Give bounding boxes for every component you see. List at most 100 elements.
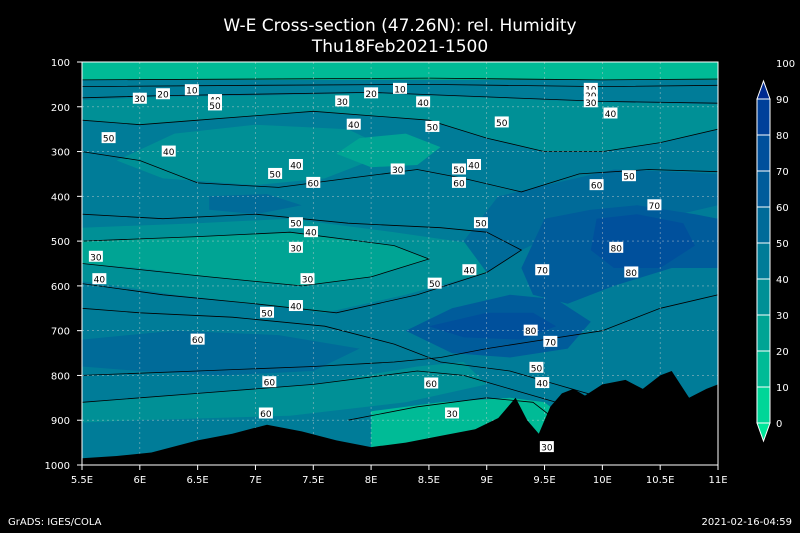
x-tick-label: 10.5E	[646, 475, 675, 486]
contour-label-bg	[462, 264, 477, 276]
contour-band	[82, 232, 429, 286]
colorbar-segment	[756, 170, 771, 208]
contour-label-bg	[609, 241, 624, 253]
y-tick-label: 300	[51, 148, 70, 159]
x-tick-label: 9.5E	[533, 475, 555, 486]
colorbar-label: 0	[776, 419, 782, 430]
contour-label: 60	[308, 179, 320, 189]
contour-label-bg	[416, 96, 431, 108]
contour-label: 60	[260, 410, 272, 420]
contour-label-bg	[207, 99, 222, 111]
contour-label: 30	[541, 444, 553, 454]
contour-label-bg	[583, 89, 598, 101]
contour-label: 50	[427, 123, 439, 133]
contour-label-bg	[101, 132, 116, 144]
y-tick-label: 200	[51, 103, 70, 114]
x-tick-label: 10E	[593, 475, 612, 486]
y-tick-label: 1000	[45, 461, 70, 472]
colorbar-label: 50	[776, 239, 789, 250]
colorbar-label: 30	[776, 311, 789, 322]
x-tick-label: 9E	[480, 475, 493, 486]
chart-title-line-2: Thu18Feb2021-1500	[311, 37, 489, 57]
plot-frame	[81, 61, 719, 466]
contour-label-bg	[268, 167, 283, 179]
contour-label-bg	[451, 163, 466, 175]
chart-title-line-1: W-E Cross-section (47.26N): rel. Humidit…	[223, 16, 577, 36]
contour-label-bg	[621, 170, 636, 182]
colorbar-label: 100	[776, 59, 795, 70]
contour-label: 60	[591, 182, 603, 192]
contour-label: 30	[446, 410, 458, 420]
colorbar-label: 10	[776, 383, 789, 394]
contour-label: 40	[290, 303, 302, 313]
contour-label-bg	[300, 273, 315, 285]
contour-label-bg	[306, 176, 321, 188]
contour-label-bg	[624, 266, 639, 278]
contour-label: 10	[394, 85, 406, 95]
y-tick-label: 500	[51, 237, 70, 248]
contour-label: 30	[90, 253, 102, 263]
contour-label: 40	[94, 276, 106, 286]
contour-label: 80	[525, 327, 537, 337]
contour-label-bg	[467, 158, 482, 170]
colorbar-label: 40	[776, 275, 789, 286]
contour-label-bg	[260, 306, 275, 318]
contour-label: 60	[453, 179, 465, 189]
x-tick-label: 11E	[708, 475, 727, 486]
contour-label: 30	[585, 99, 597, 109]
colorbar-bottom-triangle	[756, 422, 771, 443]
contour-label-bg	[288, 300, 303, 312]
x-tick-label: 8E	[365, 475, 378, 486]
contour-label: 50	[103, 135, 115, 145]
contour-label-bg	[529, 361, 544, 373]
contour-band	[82, 362, 487, 423]
y-tick-label: 600	[51, 282, 70, 293]
contour-label: 80	[611, 244, 623, 254]
contour-label-bg	[473, 217, 488, 229]
contour-label: 40	[537, 380, 549, 390]
contour-label-bg	[364, 87, 379, 99]
contour-label-bg	[161, 145, 176, 157]
contour-label: 40	[163, 148, 175, 158]
contour-band	[116, 124, 395, 186]
colorbar-label: 70	[776, 167, 789, 178]
colorbar-label: 90	[776, 95, 789, 106]
contour-label-bg	[390, 163, 405, 175]
contour-label-bg	[335, 95, 350, 107]
contour-label-bg	[427, 277, 442, 289]
contour-label-bg	[393, 82, 407, 94]
y-tick-label: 900	[51, 416, 70, 427]
colorbar-label: 80	[776, 131, 789, 142]
contour-band	[82, 93, 718, 152]
colorbar-segment	[756, 206, 771, 244]
contour-line	[82, 110, 718, 152]
contour-label-bg	[451, 176, 466, 188]
axes: 5.5E 6E 6.5E 7E 7.5E 8E 8.5E 9E 9.5E 10E 10.5E 11E 1…	[45, 58, 728, 486]
contour-label-bg	[535, 377, 550, 389]
contour-label-bg	[303, 226, 318, 238]
colorbar-segment	[756, 350, 771, 388]
contour-label: 50	[261, 309, 273, 319]
contour-label: 60	[264, 379, 276, 389]
y-tick-label: 400	[51, 192, 70, 203]
x-tick-label: 7E	[249, 475, 262, 486]
colorbar-top-triangle	[756, 79, 771, 100]
colorbar: 0 10 20 30 40 50 60 70 80 90 100	[756, 59, 795, 443]
x-tick-label: 7.5E	[302, 475, 324, 486]
contour-label-bg	[88, 250, 103, 262]
contour-label: 70	[537, 267, 549, 277]
contour-label-bg	[535, 264, 550, 276]
contour-label: 30	[290, 244, 302, 254]
x-tick-label: 8.5E	[418, 475, 440, 486]
contour-label: 50	[209, 102, 221, 112]
contour-label-bg	[445, 407, 460, 419]
contour-label: 40	[305, 229, 317, 239]
contour-label: 50	[496, 119, 508, 129]
x-tick-label: 6.5E	[187, 475, 209, 486]
contour-label-bg	[583, 96, 598, 108]
contour-label: 70	[649, 202, 661, 212]
contour-band	[82, 62, 718, 80]
contour-label-bg	[258, 407, 273, 419]
contour-label-bg	[288, 217, 303, 229]
contour-label: 50	[623, 173, 635, 183]
